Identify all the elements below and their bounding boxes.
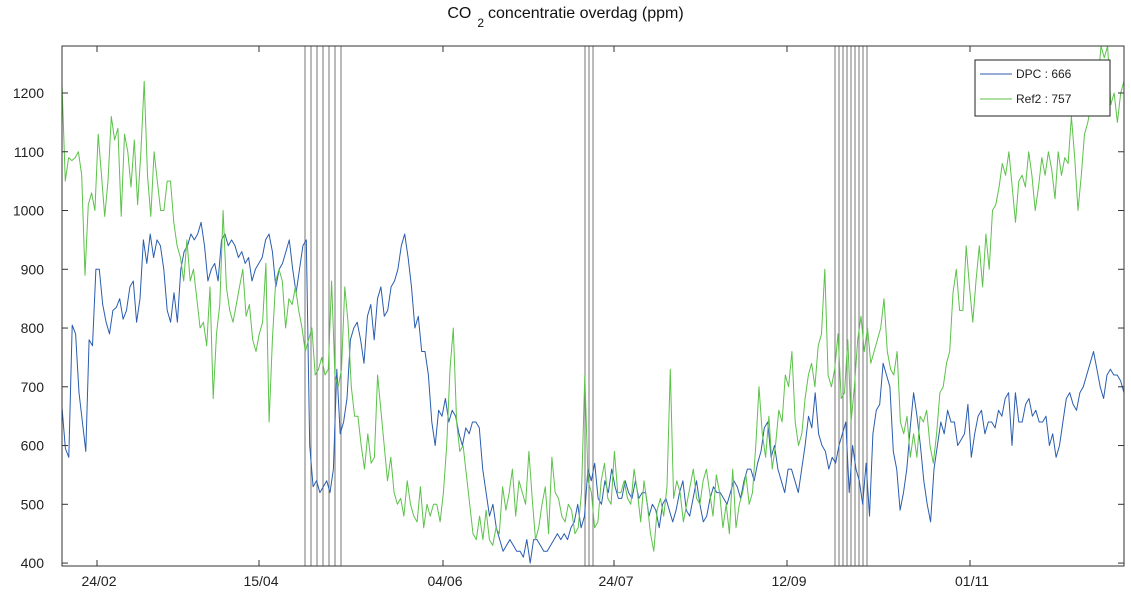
y-tick-label: 700 [21,379,45,395]
y-tick-label: 1200 [13,85,44,101]
legend-label-ref2: Ref2 : 757 [1016,92,1072,106]
x-tick-label: 12/09 [771,573,806,589]
legend-box [974,59,1111,117]
series-layer [61,45,1125,564]
series-line-ref2 [61,45,1125,552]
y-axis: 400 500 600 700 800 900 1000 1100 1200 [13,85,1124,571]
chart-title-main: CO [447,5,472,22]
y-tick-label: 400 [21,555,45,571]
y-tick-label: 1100 [14,144,44,160]
y-tick-label: 600 [21,438,45,454]
legend-label-dpc: DPC : 666 [1016,67,1072,81]
y-tick-label: 1000 [13,203,44,219]
chart-title-rest: concentratie overdag (ppm) [488,5,684,22]
chart-title: CO 2concentratie overdag (ppm) [0,5,1131,30]
x-tick-label: 15/04 [243,573,278,589]
x-tick-label: 24/02 [81,573,116,589]
legend: DPC : 666 Ref2 : 757 [974,59,1111,117]
y-tick-label: 800 [21,320,45,336]
x-tick-label: 01/11 [955,573,989,589]
x-tick-label: 24/07 [598,573,633,589]
plot-frame [61,45,1125,567]
chart-title-subscript: 2 [477,16,485,30]
x-tick-label: 04/06 [427,573,462,589]
y-tick-label: 900 [21,261,45,277]
y-tick-label: 500 [21,496,45,512]
x-axis: 24/02 15/04 04/06 24/07 12/09 01/11 [81,46,989,589]
event-marker-lines [304,46,868,566]
series-line-dpc [61,221,1125,564]
